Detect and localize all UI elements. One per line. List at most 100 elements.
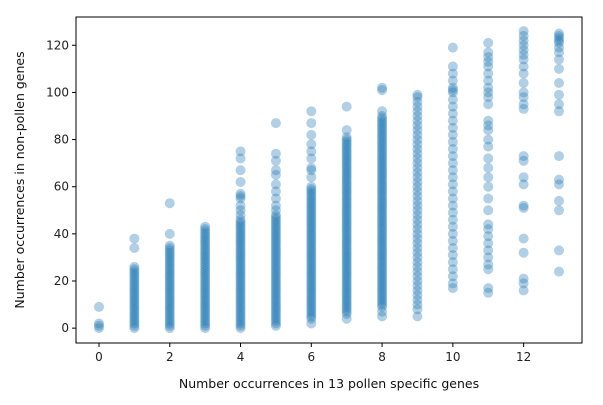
data-point — [306, 118, 317, 129]
data-point — [306, 311, 317, 322]
data-point — [518, 200, 529, 211]
data-point — [306, 247, 317, 258]
data-point — [270, 264, 281, 275]
data-point — [377, 144, 388, 154]
data-point — [377, 139, 388, 150]
data-point — [164, 264, 175, 275]
data-point — [270, 250, 281, 261]
data-point — [164, 301, 175, 312]
data-point — [200, 320, 211, 331]
data-point — [235, 306, 246, 317]
data-point — [270, 311, 281, 322]
plot-area-frame — [75, 16, 583, 344]
data-point — [270, 276, 281, 287]
data-point — [164, 198, 175, 209]
data-point — [341, 191, 352, 202]
data-point — [483, 37, 494, 48]
data-point — [377, 245, 388, 256]
data-point — [129, 276, 140, 287]
data-point — [341, 224, 352, 235]
data-point — [412, 129, 423, 140]
data-point — [270, 247, 281, 258]
data-point — [412, 280, 423, 291]
data-point — [235, 313, 246, 324]
data-point — [412, 252, 423, 263]
data-point — [412, 233, 423, 244]
data-point — [483, 61, 494, 72]
data-point — [341, 283, 352, 294]
data-point — [200, 254, 211, 265]
data-point — [341, 257, 352, 268]
data-point — [412, 294, 423, 305]
data-point — [200, 240, 211, 251]
data-point — [270, 169, 281, 180]
data-point — [341, 169, 352, 180]
data-point — [235, 238, 246, 249]
data-point — [306, 226, 317, 237]
data-point — [518, 172, 529, 183]
data-point — [483, 141, 494, 152]
data-point — [341, 202, 352, 213]
data-point — [341, 186, 352, 197]
data-point — [341, 294, 352, 305]
data-point — [200, 264, 211, 275]
data-point — [200, 257, 211, 268]
data-point — [270, 186, 281, 197]
data-point — [200, 290, 211, 301]
data-point — [412, 290, 423, 301]
data-point — [200, 235, 211, 246]
data-point — [235, 285, 246, 296]
data-point — [518, 61, 529, 72]
data-point — [377, 132, 388, 143]
data-point — [200, 221, 211, 232]
x-axis: 0 2 4 6 8 10 12 — [95, 343, 531, 364]
data-point — [306, 233, 317, 244]
data-point — [306, 129, 317, 140]
data-point — [377, 151, 388, 162]
data-point — [235, 231, 246, 242]
data-point — [270, 309, 281, 320]
x-tick-label: 12 — [516, 350, 531, 364]
data-point — [306, 214, 317, 225]
data-point — [270, 210, 281, 220]
data-point — [412, 304, 423, 315]
data-point — [412, 134, 423, 145]
data-point — [341, 165, 352, 176]
data-point — [483, 259, 494, 270]
y-tick-label: 120 — [46, 38, 69, 52]
data-point — [270, 283, 281, 294]
data-point — [483, 252, 494, 263]
data-point — [377, 202, 388, 213]
data-point — [306, 278, 317, 289]
data-point — [200, 233, 211, 244]
data-point — [306, 285, 317, 296]
data-point — [164, 259, 175, 270]
data-point — [518, 151, 529, 162]
data-point — [306, 188, 317, 199]
data-point — [554, 89, 564, 100]
data-point — [235, 290, 246, 301]
data-point — [341, 148, 352, 159]
data-point — [412, 200, 423, 211]
data-point — [164, 243, 175, 254]
data-point — [518, 103, 529, 114]
data-point — [341, 276, 352, 287]
data-point — [412, 139, 423, 150]
data-point — [306, 273, 317, 284]
data-point — [129, 311, 140, 322]
data-point — [412, 120, 423, 131]
data-point — [270, 205, 281, 216]
data-point — [377, 165, 388, 176]
data-point — [270, 243, 281, 254]
data-point — [447, 68, 458, 79]
data-point — [306, 297, 317, 308]
data-point — [306, 172, 317, 183]
data-point — [270, 259, 281, 270]
data-point — [306, 313, 317, 324]
data-point — [377, 127, 388, 138]
data-point — [306, 217, 317, 228]
data-point — [270, 287, 281, 298]
data-point — [483, 52, 494, 63]
data-point — [129, 294, 140, 305]
data-point — [164, 313, 175, 324]
